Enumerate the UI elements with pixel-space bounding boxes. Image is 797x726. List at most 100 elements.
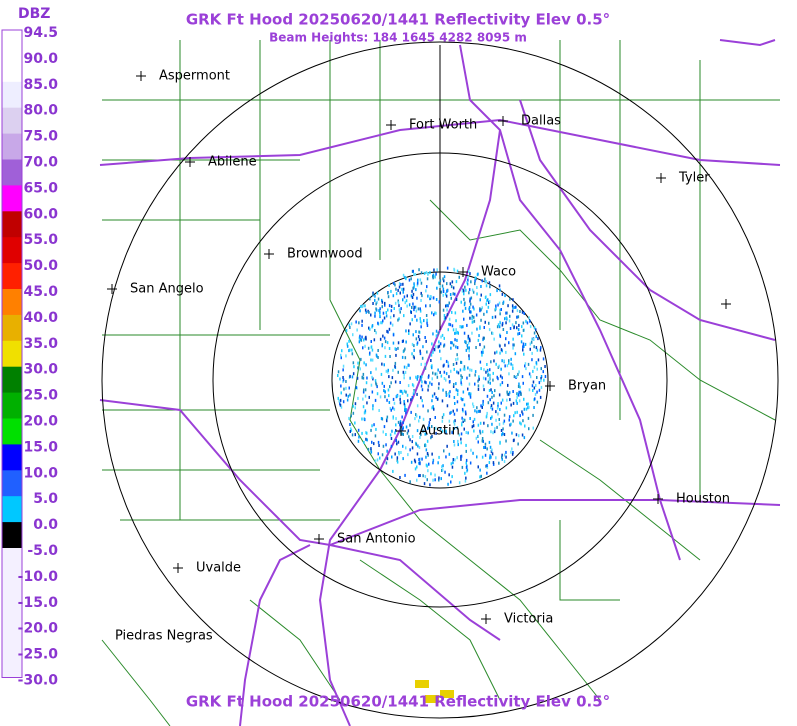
echo	[349, 393, 351, 397]
echo	[375, 353, 378, 357]
city-marker	[136, 71, 146, 81]
city-marker	[656, 173, 666, 183]
echo	[481, 406, 483, 409]
echo	[486, 464, 488, 467]
echo	[339, 377, 341, 381]
echo	[377, 349, 379, 352]
echo	[535, 384, 537, 387]
echo	[412, 392, 415, 396]
echo	[424, 428, 426, 432]
echo	[433, 407, 435, 411]
echo	[485, 302, 487, 306]
echo	[386, 415, 389, 419]
echo	[395, 292, 398, 296]
echo	[480, 308, 482, 312]
echo	[409, 438, 411, 442]
echo	[503, 460, 506, 463]
echo	[486, 394, 489, 398]
echo	[469, 299, 471, 303]
echo	[532, 413, 534, 417]
echo	[419, 320, 422, 324]
echo	[416, 318, 418, 322]
echo	[422, 417, 425, 421]
echo	[384, 354, 387, 358]
echo	[399, 401, 402, 405]
echo	[461, 465, 464, 469]
echo	[525, 407, 528, 411]
echo	[400, 307, 402, 311]
echo	[533, 345, 535, 349]
echo	[468, 392, 470, 396]
echo	[378, 309, 380, 313]
echo	[471, 288, 474, 292]
echo	[472, 451, 474, 455]
echo	[503, 419, 506, 423]
city-marker	[653, 494, 663, 504]
echo	[494, 427, 496, 431]
echo	[461, 398, 463, 402]
echo	[431, 377, 433, 381]
echo	[464, 479, 467, 483]
echo	[456, 338, 458, 342]
echo	[416, 341, 419, 345]
echo	[498, 393, 501, 397]
echo	[526, 321, 529, 325]
echo	[370, 358, 372, 362]
echo	[463, 303, 466, 307]
echo	[416, 296, 418, 300]
echo	[425, 695, 439, 703]
echo	[366, 376, 368, 380]
echo	[370, 428, 372, 432]
legend-label: 50.0	[23, 258, 58, 274]
city-label: Dallas	[521, 114, 561, 129]
echo	[443, 279, 445, 283]
echo	[389, 321, 392, 325]
echo	[411, 318, 413, 322]
echo	[519, 390, 522, 394]
echo	[537, 358, 540, 362]
echo	[406, 304, 408, 308]
echo	[374, 294, 376, 298]
echo	[418, 474, 420, 478]
echo	[508, 415, 511, 419]
echo	[474, 370, 477, 374]
echo	[357, 396, 359, 400]
echo	[431, 435, 433, 438]
echo	[453, 420, 455, 424]
echo	[372, 291, 374, 295]
echo	[386, 329, 388, 333]
echo	[419, 457, 421, 461]
echo	[393, 307, 395, 310]
echo	[509, 314, 511, 318]
color-swatch	[2, 289, 22, 316]
echo	[472, 420, 474, 424]
echo	[399, 389, 402, 393]
echo	[523, 407, 526, 411]
echo	[464, 471, 466, 475]
echo	[452, 385, 455, 388]
echo	[460, 454, 463, 458]
echo	[392, 397, 395, 401]
echo	[513, 343, 515, 347]
echo	[385, 443, 387, 447]
echo	[505, 337, 507, 341]
echo	[375, 331, 377, 335]
echo	[350, 322, 353, 326]
echo	[503, 413, 506, 417]
echo	[445, 294, 448, 298]
echo	[445, 394, 448, 397]
echo	[391, 455, 393, 459]
echo	[532, 380, 535, 384]
echo	[425, 289, 427, 293]
echo	[402, 421, 404, 425]
echo	[431, 399, 433, 403]
echo	[442, 364, 445, 368]
legend-label: 65.0	[23, 180, 58, 196]
echo	[405, 408, 407, 412]
echo	[422, 429, 424, 433]
echo	[456, 400, 459, 404]
city-marker	[173, 563, 183, 573]
echo	[345, 386, 347, 390]
echo	[425, 463, 428, 467]
echo	[352, 404, 354, 408]
